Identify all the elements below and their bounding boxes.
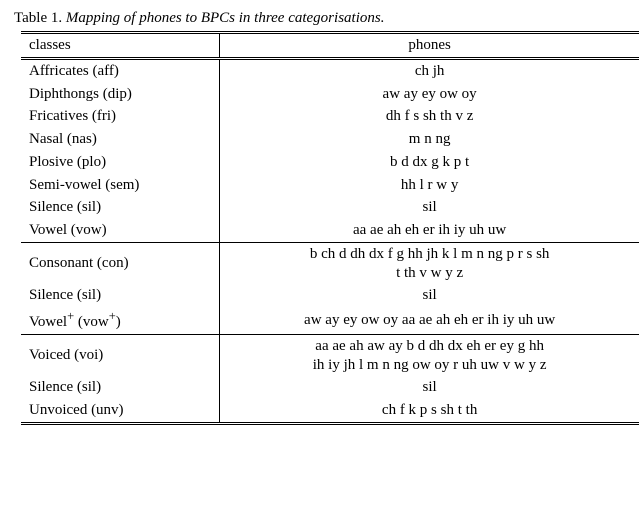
- table-row: Silence (sil) sil: [21, 196, 639, 219]
- class-cell: Silence (sil): [21, 284, 220, 307]
- table-row: Plosive (plo) b d dx g k p t: [21, 151, 639, 174]
- table-row: Silence (sil) sil: [21, 376, 639, 399]
- table-row: Fricatives (fri) dh f s sh th v z: [21, 105, 639, 128]
- caption-text: Mapping of phones to BPCs in three categ…: [66, 10, 385, 26]
- class-cell: Nasal (nas): [21, 128, 220, 151]
- phone-mapping-table: classes phones Affricates (aff) ch jh Di…: [21, 31, 639, 425]
- table-row: Consonant (con) b ch d dh dx f g hh jh k…: [21, 242, 639, 263]
- header-phones: phones: [220, 33, 639, 59]
- class-cell: Plosive (plo): [21, 151, 220, 174]
- class-cell: Silence (sil): [21, 196, 220, 219]
- table-row: Diphthongs (dip) aw ay ey ow oy: [21, 83, 639, 106]
- class-cell: Silence (sil): [21, 376, 220, 399]
- phones-cell: b d dx g k p t: [220, 151, 639, 174]
- class-cell: Unvoiced (unv): [21, 399, 220, 423]
- phones-cell: aa ae ah aw ay b d dh dx eh er ey g hh: [220, 334, 639, 355]
- phones-cell: dh f s sh th v z: [220, 105, 639, 128]
- phones-cell: b ch d dh dx f g hh jh k l m n ng p r s …: [220, 242, 639, 263]
- phones-cell: t th v w y z: [220, 264, 639, 285]
- class-cell: Consonant (con): [21, 242, 220, 284]
- table-row: Nasal (nas) m n ng: [21, 128, 639, 151]
- phones-cell: sil: [220, 196, 639, 219]
- table-row: Silence (sil) sil: [21, 284, 639, 307]
- class-cell: Semi-vowel (sem): [21, 174, 220, 197]
- header-classes: classes: [21, 33, 220, 59]
- phones-cell: aw ay ey ow oy: [220, 83, 639, 106]
- phones-cell: ih iy jh l m n ng ow oy r uh uw v w y z: [220, 356, 639, 377]
- class-cell: Voiced (voi): [21, 334, 220, 376]
- table-row: Voiced (voi) aa ae ah aw ay b d dh dx eh…: [21, 334, 639, 355]
- table-header-row: classes phones: [21, 33, 639, 59]
- table-caption: Table 1. Mapping of phones to BPCs in th…: [14, 10, 640, 27]
- class-cell: Diphthongs (dip): [21, 83, 220, 106]
- phones-cell: m n ng: [220, 128, 639, 151]
- caption-label: Table 1.: [14, 10, 62, 26]
- phones-cell: aw ay ey ow oy aa ae ah eh er ih iy uh u…: [220, 307, 639, 334]
- table-row: Vowel (vow) aa ae ah eh er ih iy uh uw: [21, 219, 639, 242]
- table-row: Vowel+ (vow+) aw ay ey ow oy aa ae ah eh…: [21, 307, 639, 334]
- table-row: Semi-vowel (sem) hh l r w y: [21, 174, 639, 197]
- class-cell: Vowel (vow): [21, 219, 220, 242]
- table-row: Affricates (aff) ch jh: [21, 58, 639, 82]
- phones-cell: hh l r w y: [220, 174, 639, 197]
- class-cell: Affricates (aff): [21, 58, 220, 82]
- class-cell: Vowel+ (vow+): [21, 307, 220, 334]
- phones-cell: ch f k p s sh t th: [220, 399, 639, 423]
- phones-cell: sil: [220, 284, 639, 307]
- phones-cell: aa ae ah eh er ih iy uh uw: [220, 219, 639, 242]
- phones-cell: sil: [220, 376, 639, 399]
- phones-cell: ch jh: [220, 58, 639, 82]
- class-cell: Fricatives (fri): [21, 105, 220, 128]
- table-row: Unvoiced (unv) ch f k p s sh t th: [21, 399, 639, 423]
